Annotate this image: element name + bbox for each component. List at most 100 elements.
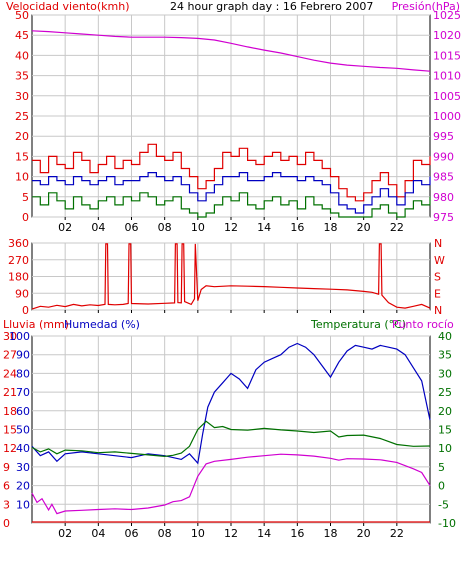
wind-speed-tick-label: 40 (15, 49, 29, 62)
rain-tick-label: 12 (3, 442, 17, 455)
rain-tick-label: 15 (3, 424, 17, 437)
compass-tick-label: N (434, 237, 442, 250)
rain-tick-label: 3 (3, 498, 10, 511)
humidity-tick-label: 40 (16, 442, 30, 455)
temperature-series-line (31, 420, 431, 458)
pressure-tick-label: 1010 (433, 70, 461, 83)
wind-speed-tick-label: 15 (15, 150, 29, 163)
x-tick-label: 04 (91, 527, 105, 540)
compass-tick-label: W (434, 254, 445, 267)
x-tick-label: 14 (257, 221, 271, 234)
x-tick-label: 18 (324, 221, 338, 234)
x-tick-label: 08 (158, 221, 172, 234)
x-tick-label: 06 (125, 221, 139, 234)
temperature-tick-label: 0 (438, 480, 445, 493)
rain-tick-label: 30 (3, 330, 17, 343)
temperature-tick-label: 5 (438, 461, 445, 474)
x-tick-label: 02 (58, 221, 72, 234)
dewpoint-series-line (31, 453, 431, 515)
temperature-tick-label: 10 (438, 442, 452, 455)
wind-speed-tick-label: 0 (22, 211, 29, 224)
pressure-tick-label: 985 (433, 171, 454, 184)
direction-tick-label: 180 (8, 271, 29, 284)
x-tick-label: 22 (390, 221, 404, 234)
pressure-tick-label: 1005 (433, 90, 461, 103)
pressure-tick-label: 990 (433, 150, 454, 163)
x-tick-label: 12 (224, 221, 238, 234)
compass-tick-label: N (434, 304, 442, 317)
x-tick-label: 16 (290, 221, 304, 234)
humidity-tick-label: 70 (16, 386, 30, 399)
humidity-axis-title: Humedad (%) (64, 318, 140, 331)
wind-lull-series-line (32, 192, 431, 218)
wind-speed-tick-label: 5 (22, 191, 29, 204)
rain-tick-label: 6 (3, 480, 10, 493)
temperature-tick-label: 40 (438, 330, 452, 343)
rain-tick-label: 18 (3, 405, 17, 418)
x-tick-label: 10 (191, 221, 205, 234)
wind-speed-tick-label: 35 (15, 70, 29, 83)
rain-tick-label: 27 (3, 349, 17, 362)
pressure-tick-label: 995 (433, 130, 454, 143)
direction-tick-label: 360 (8, 237, 29, 250)
wind-direction-panel: 0 N 90 E 180 S 270 W 360 N (8, 237, 445, 317)
pressure-tick-label: 1025 (433, 9, 461, 22)
temperature-tick-label: -10 (438, 517, 456, 530)
wind-speed-tick-label: 10 (15, 171, 29, 184)
pressure-tick-label: 1000 (433, 110, 461, 123)
wind-speed-tick-label: 50 (15, 9, 29, 22)
wind-speed-tick-label: 45 (15, 29, 29, 42)
wind-speed-axis-title: Velocidad viento(kmh) (6, 0, 130, 13)
x-tick-label: 10 (191, 527, 205, 540)
x-tick-label: 18 (324, 527, 338, 540)
humidity-tick-label: 90 (16, 349, 30, 362)
x-tick-label: 12 (224, 527, 238, 540)
humidity-tick-label: 80 (16, 367, 30, 380)
x-tick-label: 22 (390, 527, 404, 540)
humidity-series-line (31, 342, 431, 465)
rain-tick-label: 9 (3, 461, 10, 474)
temperature-tick-label: 25 (438, 386, 452, 399)
dewpoint-axis-title: Punto rocío (392, 318, 454, 331)
pressure-tick-label: 975 (433, 211, 454, 224)
temperature-tick-label: -5 (438, 498, 449, 511)
wind-gusts-series-line (32, 143, 431, 202)
compass-tick-label: E (434, 287, 441, 300)
rain-tick-label: 0 (3, 517, 10, 530)
x-tick-label: 02 (58, 527, 72, 540)
humidity-tick-label: 100 (9, 330, 30, 343)
pressure-axis-title: Presión(hPa) (392, 0, 460, 13)
x-tick-label: 14 (257, 527, 271, 540)
wind-average-series-line (32, 172, 431, 214)
temperature-tick-label: 20 (438, 405, 452, 418)
rain-tick-label: 21 (3, 386, 17, 399)
rain-axis-title: Lluvia (mm) (3, 318, 69, 331)
direction-tick-label: 90 (15, 287, 29, 300)
temperature-axis-title: Temperatura (°C) (310, 318, 406, 331)
temperature-tick-label: 30 (438, 367, 452, 380)
x-tick-label: 04 (91, 221, 105, 234)
compass-tick-label: S (434, 271, 441, 284)
pressure-tick-label: 1015 (433, 49, 461, 62)
rain-tick-label: 24 (3, 367, 17, 380)
humidity-tick-label: 10 (16, 498, 30, 511)
temperature-tick-label: 15 (438, 424, 452, 437)
humidity-tick-label: 20 (16, 480, 30, 493)
x-tick-label: 20 (357, 221, 371, 234)
humidity-tick-label: 50 (16, 424, 30, 437)
humidity-tick-label: 30 (16, 461, 30, 474)
wind-speed-tick-label: 20 (15, 130, 29, 143)
wind-speed-tick-label: 25 (15, 110, 29, 123)
x-tick-label: 06 (125, 527, 139, 540)
direction-tick-label: 0 (22, 304, 29, 317)
pressure-series-line (31, 30, 431, 72)
pressure-tick-label: 1020 (433, 29, 461, 42)
chart-title: 24 hour graph day : 16 Febrero 2007 (170, 0, 373, 13)
temperature-tick-label: 35 (438, 349, 452, 362)
wind-direction-series-line (31, 243, 431, 310)
wind-speed-tick-label: 30 (15, 90, 29, 103)
x-tick-label: 08 (158, 527, 172, 540)
